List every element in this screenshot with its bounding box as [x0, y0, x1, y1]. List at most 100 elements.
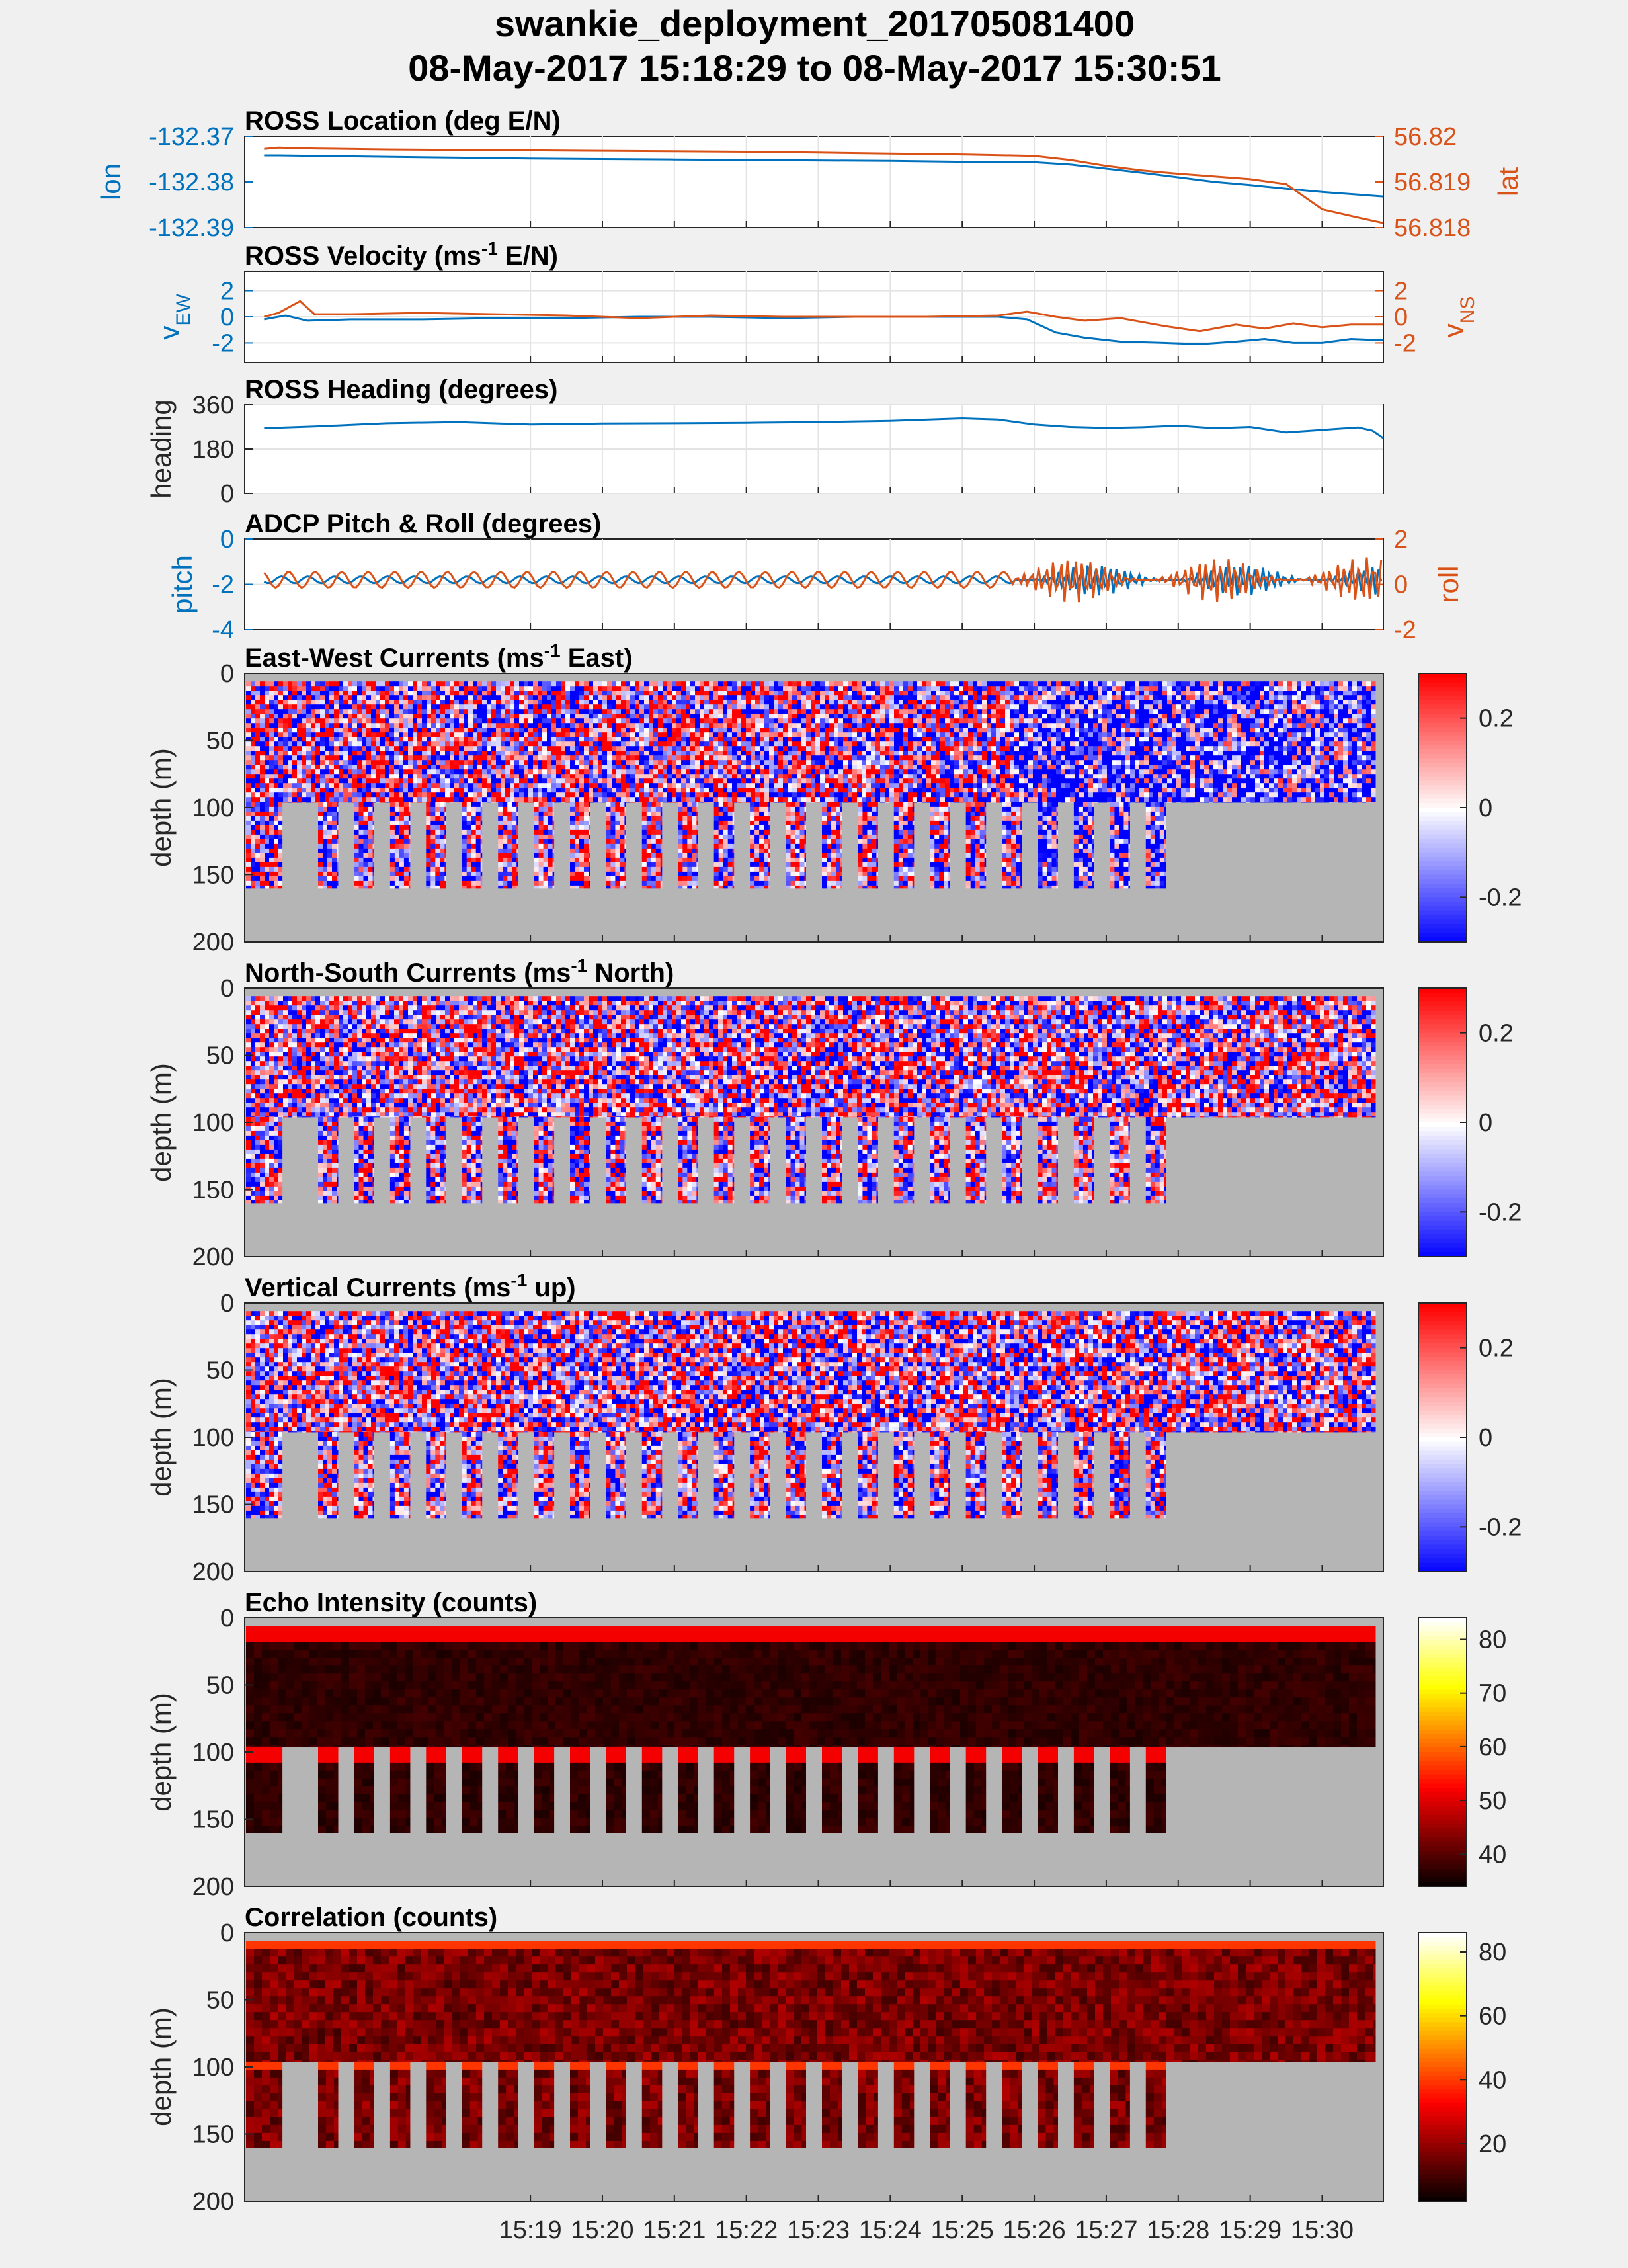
heatmap-cell [1019, 709, 1024, 714]
heatmap-cell [565, 741, 571, 747]
heatmap-cell [542, 765, 548, 770]
heatmap-cell [1139, 755, 1145, 761]
heatmap-cell [1371, 695, 1376, 700]
heatmap-cell [1070, 755, 1075, 761]
heatmap-cell [283, 686, 288, 691]
heatmap-cell [1167, 723, 1172, 728]
heatmap-cell [1061, 732, 1066, 737]
heatmap-cell [1362, 681, 1367, 687]
heatmap-cell [538, 691, 543, 696]
heatmap-cell [825, 714, 830, 719]
heatmap-cell [1093, 714, 1098, 719]
heatmap-cell [519, 755, 524, 761]
heatmap-cell [440, 704, 446, 710]
heatmap-cell [302, 755, 307, 761]
heatmap-cell [899, 718, 904, 724]
heatmap-cell [501, 681, 506, 687]
heatmap-cell [1107, 746, 1112, 751]
heatmap-cell [1255, 755, 1260, 761]
heatmap-cell [843, 704, 848, 710]
heatmap-cell [1153, 695, 1159, 700]
heatmap-cell [663, 695, 668, 700]
heatmap-cell [621, 755, 626, 761]
heatmap-cell [783, 681, 788, 687]
heatmap-cell [737, 751, 742, 756]
heatmap-cell [1352, 723, 1358, 728]
heatmap-cell [1088, 681, 1094, 687]
heatmap-cell [996, 755, 1001, 761]
heatmap-cell [963, 732, 969, 737]
heatmap-cell [737, 728, 742, 733]
heatmap-cell [950, 755, 955, 761]
heatmap-cell [584, 695, 589, 700]
heatmap-cell [246, 755, 251, 761]
heatmap-cell [663, 728, 668, 733]
heatmap-cell [292, 714, 298, 719]
heatmap-cell [302, 765, 307, 770]
heatmap-cell [491, 728, 497, 733]
heatmap-cell [505, 714, 510, 719]
heatmap-cell [987, 718, 992, 724]
heatmap-cell [945, 700, 950, 705]
heatmap-cell [1047, 751, 1052, 756]
heatmap-cell [649, 755, 654, 761]
heatmap-cell [357, 769, 362, 775]
heatmap-cell [1274, 732, 1279, 737]
heatmap-cell [723, 709, 728, 714]
heatmap-cell [987, 751, 992, 756]
heatmap-cell [977, 760, 983, 765]
heatmap-cell [1334, 686, 1339, 691]
heatmap-cell [852, 718, 858, 724]
heatmap-cell [491, 769, 497, 775]
heatmap-cell [931, 709, 936, 714]
heatmap-cell [325, 769, 330, 775]
heatmap-cell [788, 704, 793, 710]
heatmap-cell [348, 755, 353, 761]
heatmap-cell [348, 732, 353, 737]
heatmap-cell [950, 728, 955, 733]
heatmap-cell [681, 723, 686, 728]
heatmap-cell [1274, 746, 1279, 751]
heatmap-cell [510, 760, 515, 765]
heatmap-cell [394, 728, 399, 733]
heatmap-cell [834, 723, 839, 728]
heatmap-cell [339, 709, 344, 714]
heatmap-cell [1366, 732, 1371, 737]
heatmap-cell [917, 691, 922, 696]
heatmap-cell [311, 728, 316, 733]
heatmap-cell [431, 737, 436, 742]
heatmap-cell [1352, 709, 1358, 714]
heatmap-cell [561, 741, 566, 747]
heatmap-cell [713, 732, 719, 737]
heatmap-cell [1195, 760, 1200, 765]
heatmap-cell [408, 732, 413, 737]
heatmap-cell [991, 732, 997, 737]
heatmap-cell [468, 709, 473, 714]
heatmap-cell [760, 765, 765, 770]
heatmap-cell [681, 714, 686, 719]
heatmap-cell [598, 737, 603, 742]
heatmap-cell [1246, 751, 1251, 756]
heatmap-cell [723, 732, 728, 737]
heatmap-cell [1213, 704, 1219, 710]
heatmap-cell [556, 695, 561, 700]
heatmap-cell [265, 704, 270, 710]
heatmap-cell [1093, 737, 1098, 742]
heatmap-cell [255, 760, 261, 765]
heatmap-cell [519, 700, 524, 705]
panel-title: ROSS Heading (degrees) [245, 375, 557, 404]
heatmap-cell [954, 681, 959, 687]
heatmap-cell [945, 728, 950, 733]
heatmap-cell [1176, 765, 1182, 770]
heatmap-cell [857, 755, 862, 761]
heatmap-cell [1144, 709, 1149, 714]
heatmap-cell [815, 728, 821, 733]
heatmap-cell [1162, 695, 1168, 700]
heatmap-cell [1070, 765, 1075, 770]
heatmap-cell [815, 700, 821, 705]
heatmap-cell [1125, 732, 1131, 737]
heatmap-cell [1125, 700, 1131, 705]
heatmap-cell [764, 751, 770, 756]
heatmap-cell [852, 769, 858, 775]
heatmap-cell [1329, 695, 1334, 700]
